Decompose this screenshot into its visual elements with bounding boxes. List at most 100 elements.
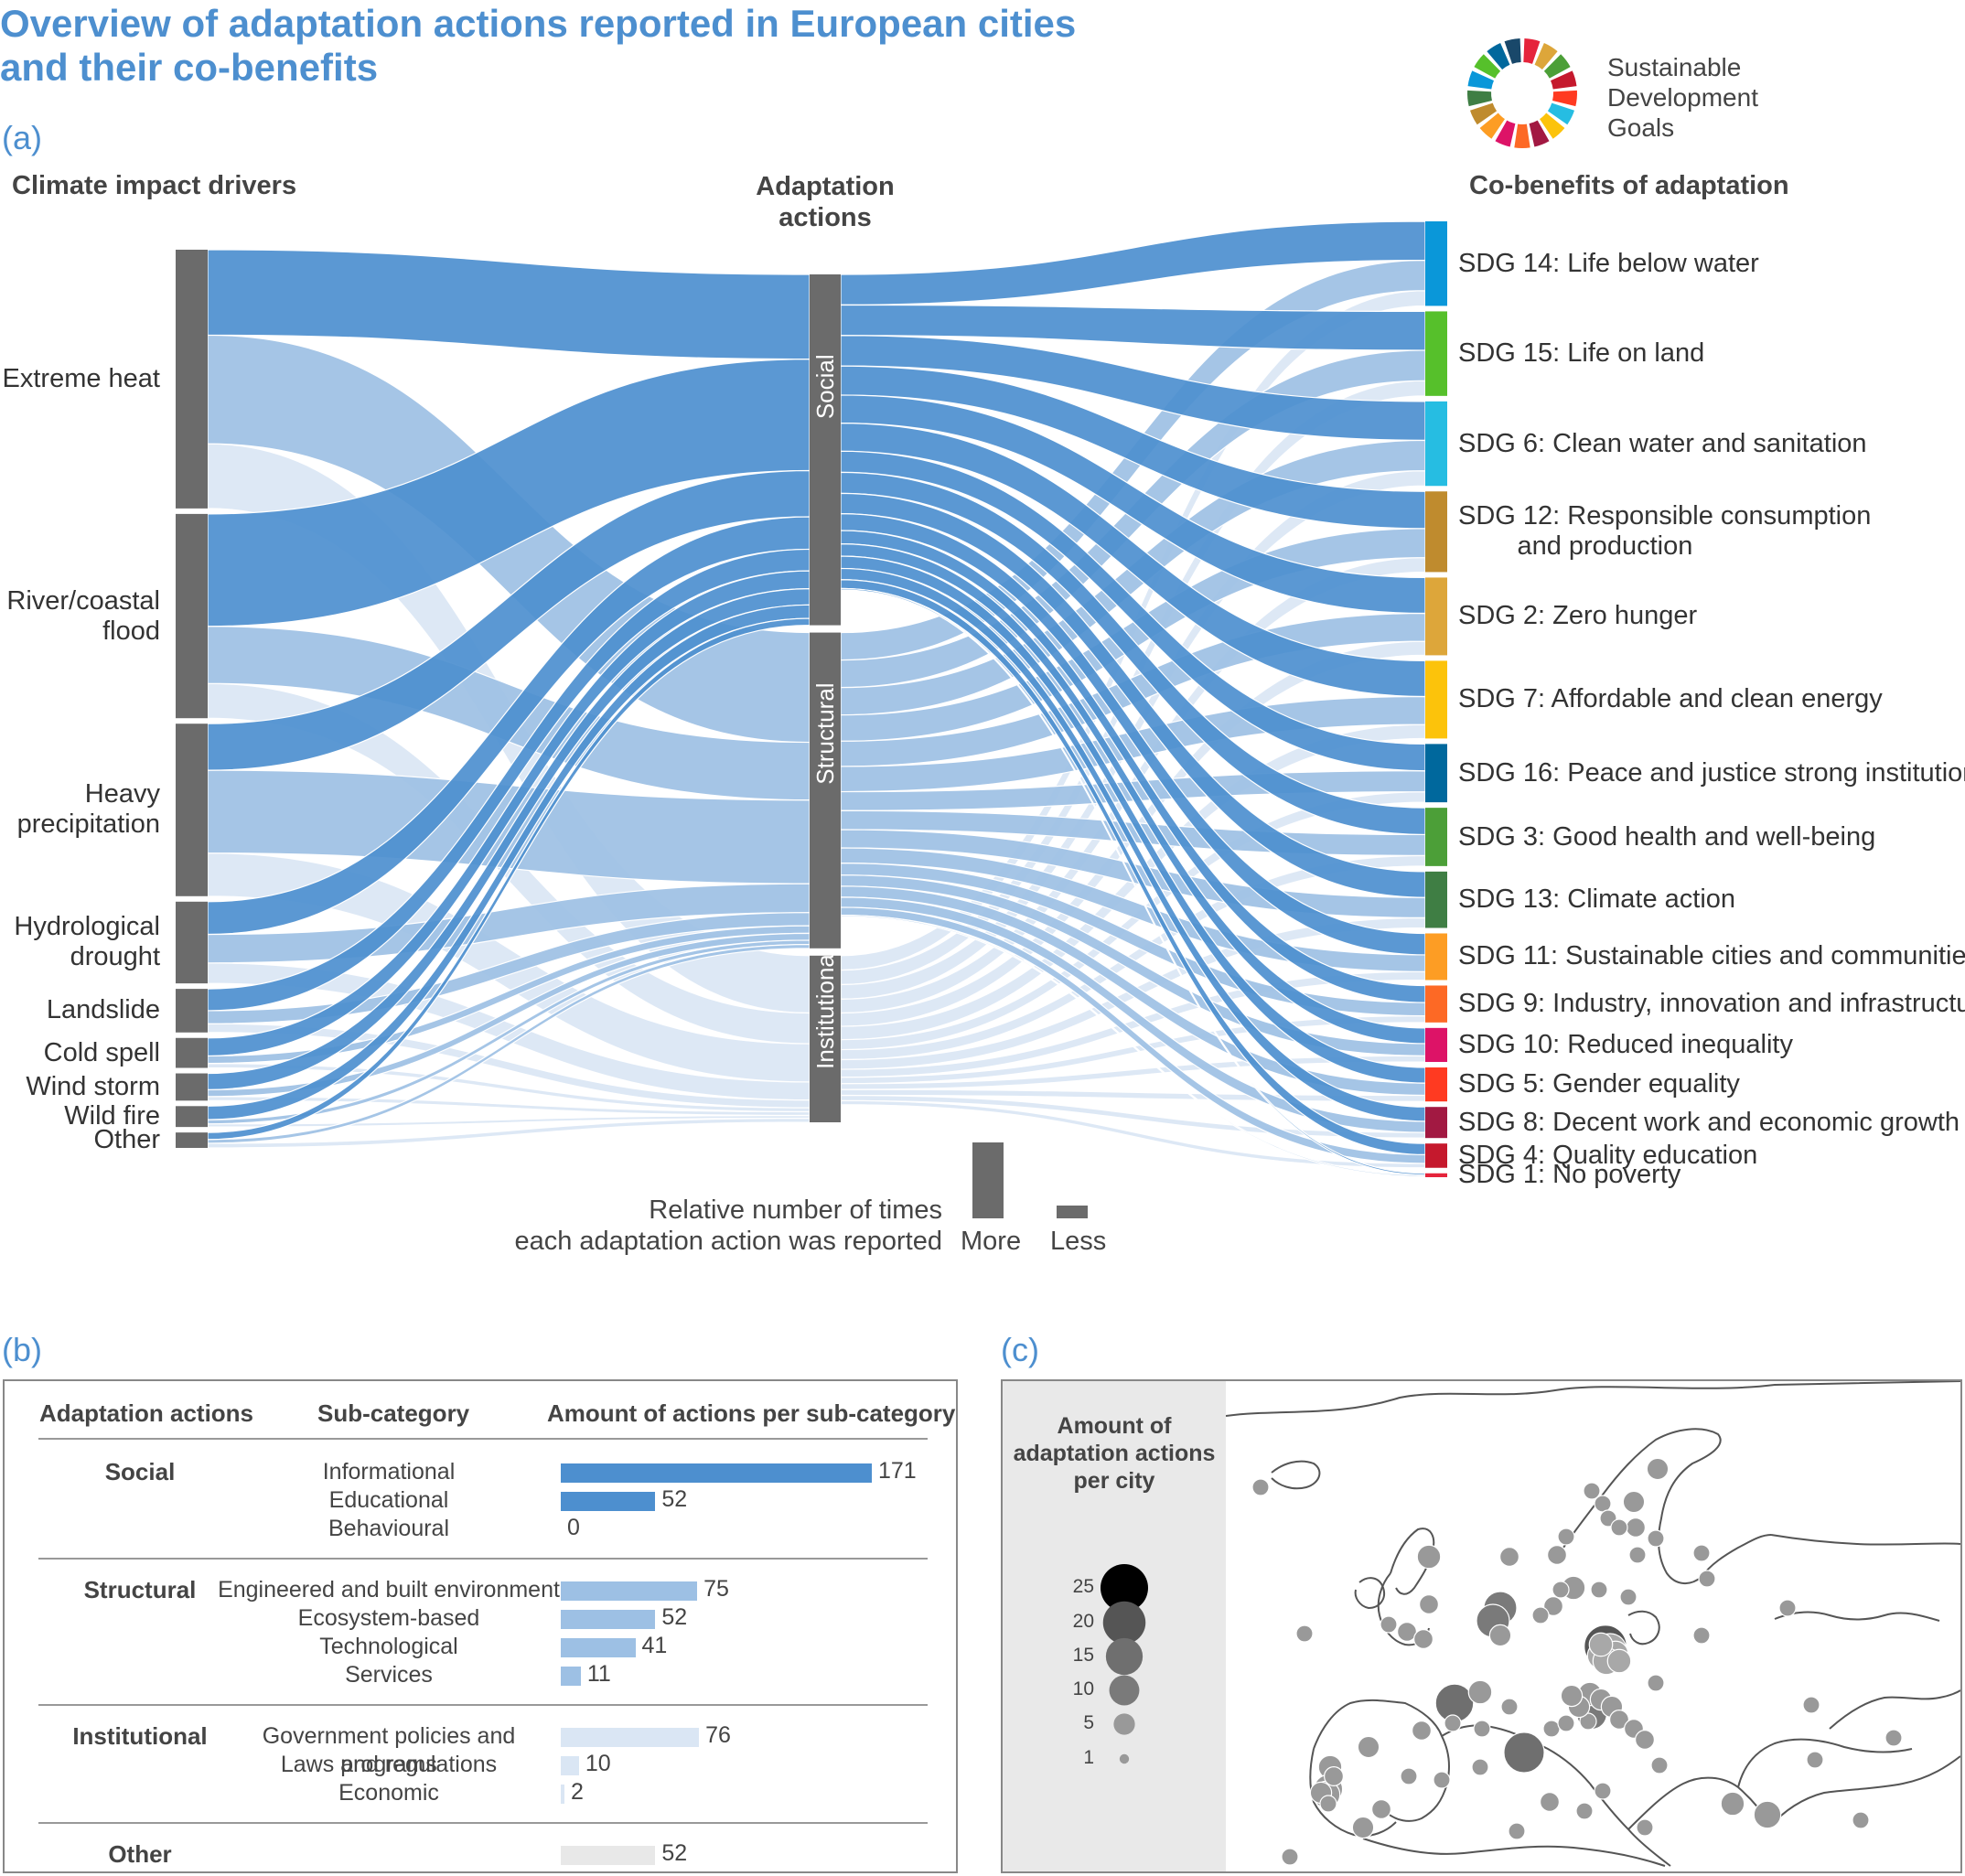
map-coastline: [1354, 1577, 1385, 1610]
sdg-node: [1425, 221, 1447, 306]
city-marker: [1698, 1570, 1716, 1588]
table-group-rule: [38, 1558, 928, 1560]
map-legend-value: 25: [1072, 1576, 1094, 1597]
cobenefits-header: Co-benefits of adaptation: [1469, 171, 1789, 200]
sdg-wheel-segment: [1467, 90, 1492, 107]
table-subcategory: Economic: [338, 1780, 439, 1806]
map-coastline: [1829, 1689, 1960, 1730]
title-line-1: Overview of adaptation actions reported …: [0, 2, 1077, 45]
sdg-wheel-segment: [1487, 42, 1510, 70]
panel-b-label: (b): [2, 1331, 42, 1368]
city-marker: [1753, 1800, 1782, 1829]
table-value: 171: [878, 1458, 917, 1484]
sdg-wheel-segment: [1495, 120, 1516, 147]
table-header-subcategory: Sub-category: [317, 1399, 470, 1427]
city-marker: [1547, 1545, 1568, 1566]
city-marker: [1467, 1679, 1493, 1705]
sdg-node: [1425, 871, 1447, 928]
sankey-diagram: Social Structural Institutional: [176, 220, 1447, 1178]
driver-node: [176, 1106, 208, 1128]
city-marker: [1647, 1529, 1665, 1548]
map-coastline: [1627, 1610, 1660, 1646]
table-value: 10: [585, 1751, 611, 1776]
sdg-wheel-segment: [1469, 102, 1498, 125]
sdg-wheel-segment: [1529, 120, 1550, 147]
city-marker: [1531, 1606, 1550, 1624]
city-marker: [1619, 1588, 1638, 1606]
map-coastline: [1309, 1748, 1397, 1837]
panel-c-label: (c): [1001, 1331, 1039, 1368]
sdg-node: [1425, 1027, 1447, 1063]
sdg-legend-line-3: Goals: [1607, 113, 1675, 142]
city-marker: [1380, 1615, 1398, 1634]
sdg-node: [1425, 660, 1447, 739]
table-subcategory: Ecosystem-based: [297, 1605, 480, 1631]
table-bar: [561, 1785, 564, 1804]
city-marker: [1590, 1581, 1608, 1599]
sdg-node: [1425, 933, 1447, 981]
map-coastline: [1554, 1428, 1722, 1584]
sdg-wheel-segment: [1479, 113, 1505, 139]
table-subcategory: Engineered and built environment: [218, 1577, 560, 1603]
size-legend-title: Relative number of times each adaptation…: [512, 1195, 942, 1257]
sdg-node: [1425, 985, 1447, 1023]
city-marker: [1471, 1758, 1489, 1776]
sdg-wheel-segment: [1523, 38, 1541, 64]
sdg-node: [1425, 808, 1447, 866]
city-marker: [1646, 1457, 1670, 1481]
city-marker: [1610, 1518, 1628, 1537]
size-legend-more-bar: [972, 1142, 1004, 1218]
action-sdg-flow: [840, 450, 1426, 772]
map-legend-title: Amount of adaptation actions per city: [1003, 1412, 1226, 1495]
city-marker: [1606, 1648, 1632, 1674]
table-group-rule: [38, 1704, 928, 1706]
action-node: [810, 955, 841, 1122]
driver-node: [176, 513, 208, 719]
city-marker: [1503, 1731, 1545, 1774]
map-coastline: [1774, 1611, 1940, 1622]
map-legend-title-line-2: adaptation actions: [1013, 1441, 1216, 1466]
sdg-wheel-segment: [1534, 42, 1558, 70]
table-header-amount: Amount of actions per sub-category: [547, 1399, 956, 1427]
city-marker: [1628, 1546, 1647, 1564]
map-legend-title-line-1: Amount of: [1057, 1413, 1172, 1439]
driver-action-flow: [207, 249, 811, 360]
city-marker: [1295, 1624, 1314, 1643]
table-bar: [561, 1728, 700, 1747]
panel-a-label: (a): [2, 119, 42, 156]
city-marker: [1583, 1482, 1601, 1500]
table-value: 2: [570, 1779, 584, 1805]
sdg-node: [1425, 744, 1447, 803]
city-marker: [1351, 1816, 1375, 1839]
sdg-wheel-segment: [1514, 123, 1530, 148]
sdg-legend-line-2: Development: [1607, 83, 1758, 112]
table-subcategory: Educational: [328, 1487, 449, 1513]
table-bar: [561, 1610, 656, 1629]
map-coastline: [1271, 1460, 1321, 1490]
sdg-node: [1425, 1173, 1447, 1177]
table-subcategory: Behavioural: [328, 1516, 450, 1541]
sdg-wheel-segment: [1552, 90, 1577, 107]
map-coastline: [1701, 1534, 1772, 1578]
city-marker: [1500, 1698, 1519, 1716]
city-marker: [1778, 1599, 1797, 1617]
city-marker: [1802, 1696, 1820, 1714]
size-legend-line-2: each adaptation action was reported: [514, 1227, 942, 1256]
city-marker: [1444, 1714, 1462, 1732]
size-legend-less: Less: [1050, 1227, 1107, 1256]
table-bar: [561, 1638, 636, 1657]
sdg-wheel-segment: [1547, 102, 1575, 125]
action-label: Social: [811, 354, 839, 419]
action-sdg-flow: [840, 365, 1426, 530]
action-sdg-flow: [840, 1014, 1426, 1085]
city-marker: [1540, 1792, 1561, 1813]
city-marker: [1319, 1795, 1337, 1813]
city-marker: [1692, 1544, 1711, 1562]
table-value: 0: [567, 1515, 580, 1540]
city-marker: [1609, 1710, 1630, 1731]
action-node: [810, 274, 841, 626]
city-marker: [1557, 1714, 1575, 1732]
table-value: 41: [641, 1633, 668, 1658]
table-header-actions: Adaptation actions: [39, 1399, 254, 1427]
city-marker: [1412, 1721, 1433, 1742]
